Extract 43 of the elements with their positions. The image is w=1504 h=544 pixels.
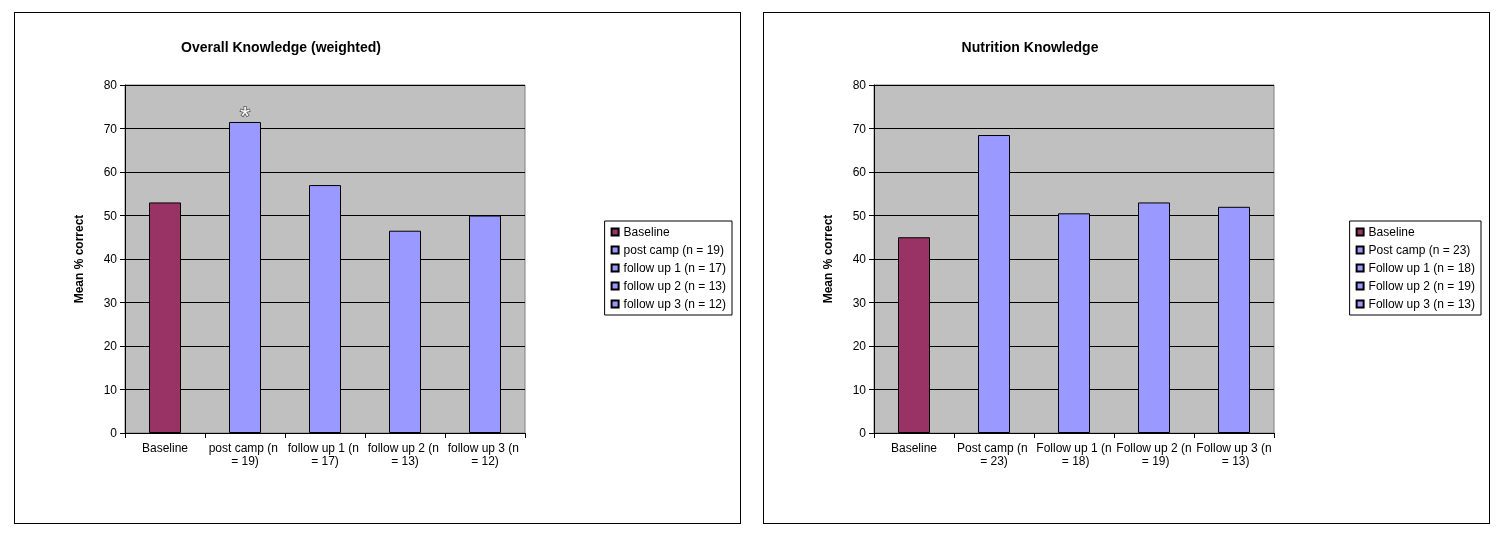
annotation: * — [239, 100, 251, 131]
y-tick-label: 40 — [852, 252, 867, 266]
legend-label: Post camp (n = 23) — [1368, 243, 1471, 257]
y-tick-label: 40 — [103, 252, 118, 266]
y-tick-label: 60 — [103, 165, 118, 179]
y-axis-title: Mean % correct — [821, 214, 835, 304]
x-tick-label: follow up 1 (n = 17) — [287, 440, 363, 468]
y-tick-label: 0 — [110, 426, 118, 440]
y-tick-label: 60 — [852, 165, 867, 179]
chart-title: Nutrition Knowledge — [961, 39, 1099, 55]
y-tick-label: 70 — [103, 121, 118, 136]
chart-title: Overall Knowledge (weighted) — [181, 39, 381, 55]
legend-label: Baseline — [623, 225, 670, 239]
y-tick-label: 50 — [103, 208, 118, 223]
y-tick-label: 80 — [103, 78, 118, 92]
x-tick-label: Baseline — [890, 440, 938, 455]
y-tick-label: 80 — [852, 78, 867, 92]
legend-label: Follow up 2 (n = 19) — [1368, 279, 1475, 293]
y-tick-label: 70 — [852, 121, 867, 136]
x-tick-label: Follow up 3 (n = 13) — [1196, 440, 1272, 468]
y-tick-label: 0 — [859, 426, 867, 440]
y-tick-label: 10 — [852, 382, 867, 397]
y-tick-label: 30 — [852, 295, 867, 310]
legend-label: follow up 1 (n = 17) — [623, 261, 727, 275]
x-tick-label: Baseline — [141, 440, 189, 455]
x-tick-label: Follow up 1 (n = 18) — [1036, 440, 1112, 468]
y-tick-label: 50 — [852, 208, 867, 223]
x-tick-label: follow up 2 (n = 13) — [367, 440, 443, 468]
legend-label: Follow up 3 (n = 13) — [1368, 297, 1475, 311]
y-tick-label: 20 — [852, 339, 867, 353]
legend-label: post camp (n = 19) — [623, 243, 724, 257]
y-tick-label: 30 — [103, 295, 118, 310]
x-tick-label: follow up 3 (n = 12) — [447, 440, 523, 468]
y-axis-title: Mean % correct — [72, 214, 86, 304]
legend-label: Follow up 1 (n = 18) — [1368, 261, 1475, 275]
y-tick-label: 10 — [103, 382, 118, 397]
x-tick-label: Post camp (n = 23) — [956, 440, 1032, 468]
x-tick-label: post camp (n = 19) — [208, 440, 282, 468]
x-tick-label: Follow up 2 (n = 19) — [1116, 440, 1192, 468]
y-tick-label: 20 — [103, 339, 118, 353]
legend-label: Baseline — [1368, 225, 1415, 239]
legend-label: follow up 3 (n = 12) — [623, 297, 727, 311]
legend-label: follow up 2 (n = 13) — [623, 279, 727, 293]
